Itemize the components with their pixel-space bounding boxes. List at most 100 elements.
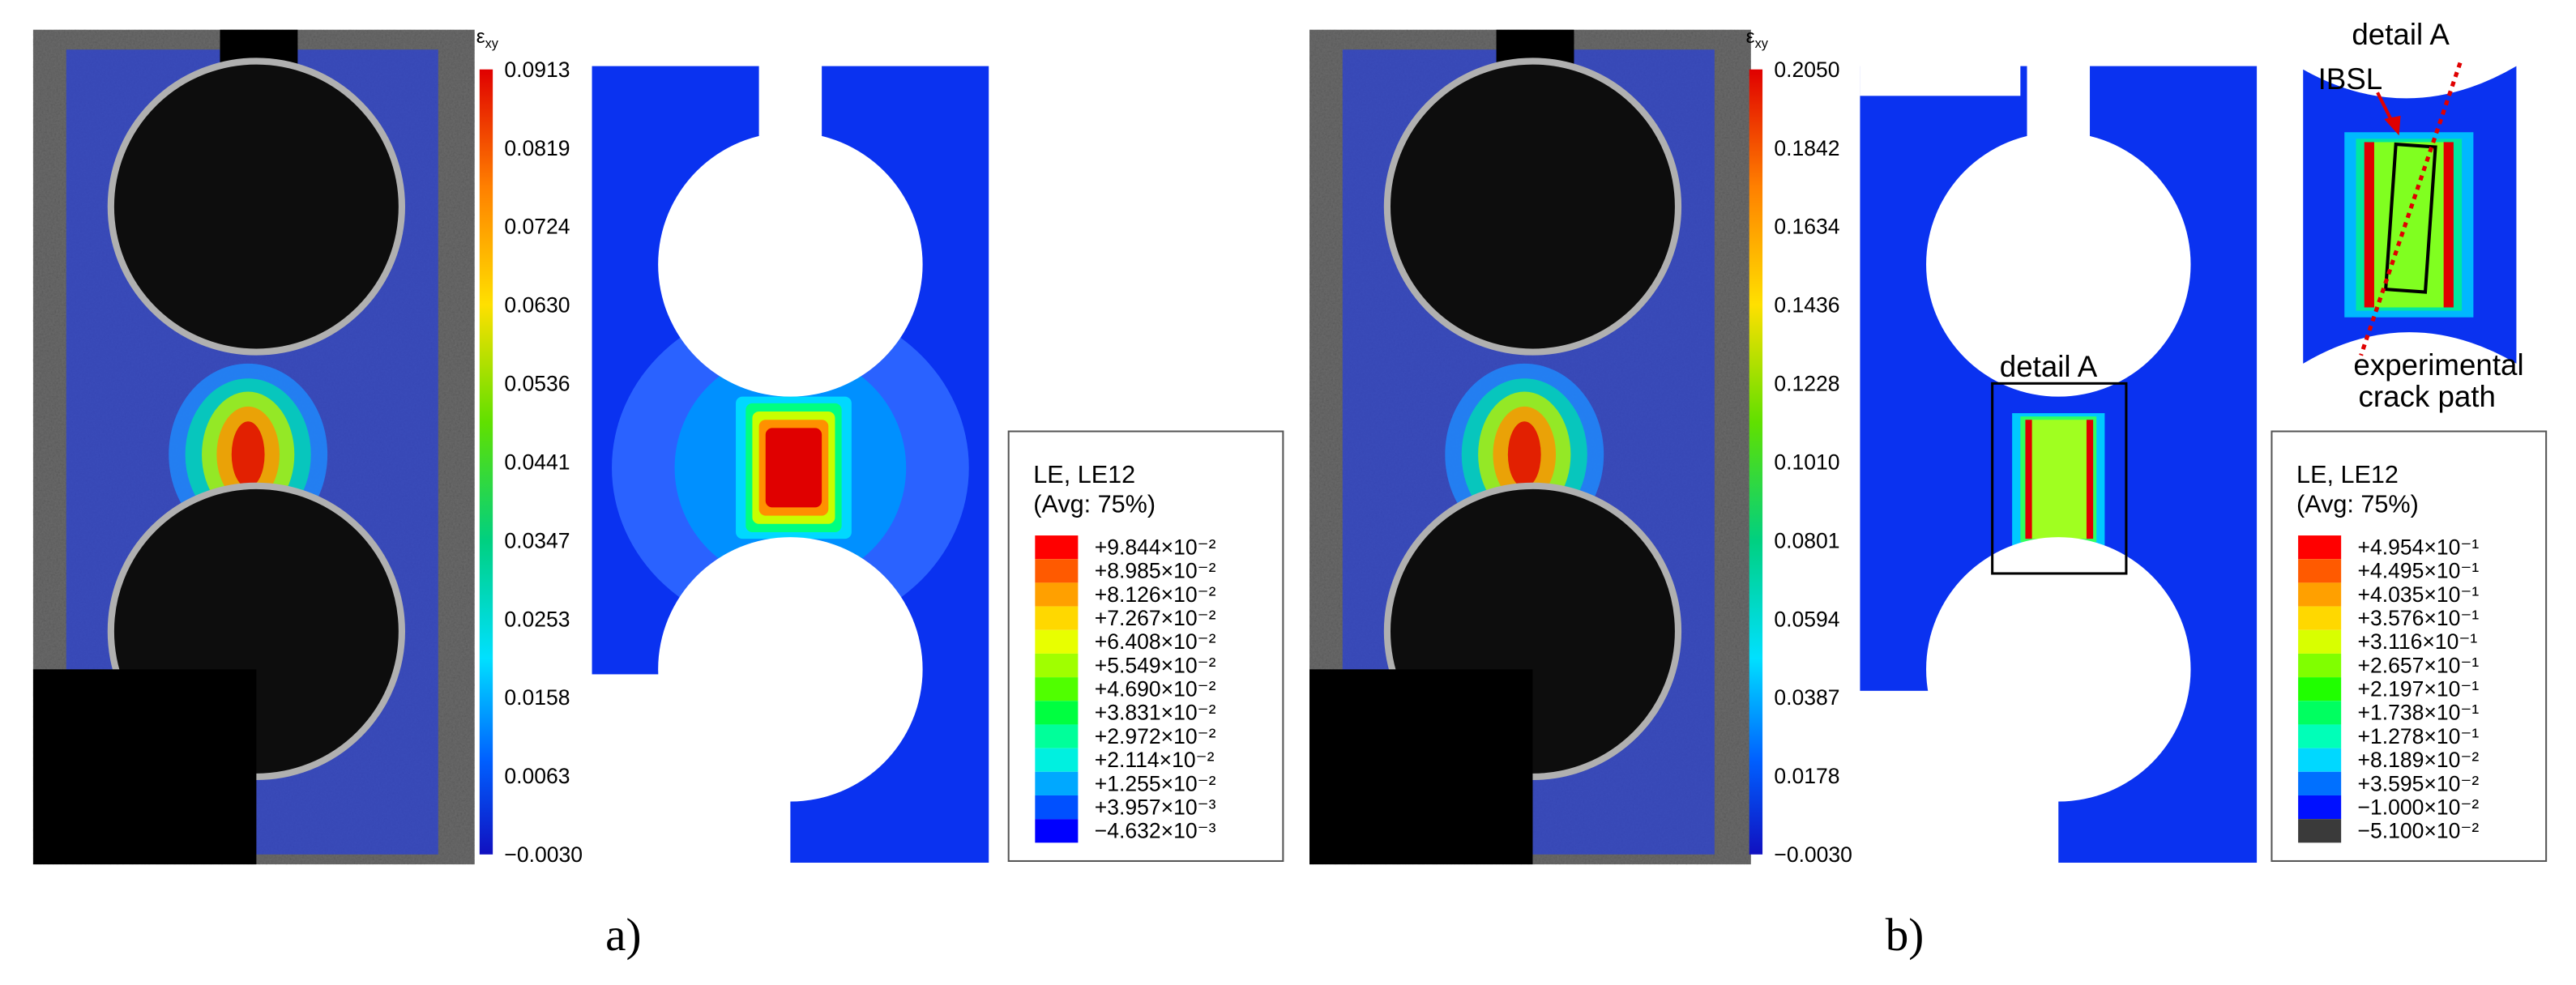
colorbar-tick-label: 0.0253 (504, 607, 570, 631)
fe-cut (1860, 62, 2021, 96)
colorbar-tick-label: 0.0801 (1774, 528, 1839, 552)
colorbar-tick-label: 0.0536 (504, 372, 570, 396)
legend-entry: +3.831×10⁻² (1095, 701, 1216, 725)
legend-swatch (2298, 653, 2342, 678)
legend-swatch (1035, 535, 1079, 560)
colorbar-tick-label: 0.1634 (1774, 215, 1839, 239)
legend-entry: +2.657×10⁻¹ (2358, 653, 2480, 677)
colorbar-tick-label: 0.0441 (504, 450, 570, 474)
colorbar-tick-label: 0.0178 (1774, 764, 1839, 788)
legend-swatch (2298, 819, 2342, 843)
legend-entry: +2.197×10⁻¹ (2358, 677, 2480, 701)
legend-subtitle: (Avg: 75%) (2296, 490, 2419, 518)
legend-entry: +3.576×10⁻¹ (2358, 606, 2480, 630)
colorbar (479, 69, 493, 855)
colorbar-tick-label: −0.0030 (504, 842, 583, 867)
fe-contour (765, 428, 822, 508)
legend-swatch (1035, 582, 1079, 607)
legend-swatch (2298, 724, 2342, 748)
colorbar-tick-label: 0.0063 (504, 764, 570, 788)
legend-entry: +8.189×10⁻² (2358, 748, 2480, 772)
legend-entry: −1.000×10⁻² (2358, 795, 2480, 819)
legend-entry: −5.100×10⁻² (2358, 819, 2480, 843)
legend-entry: +9.844×10⁻² (1095, 535, 1216, 560)
legend-swatch (2298, 629, 2342, 654)
colorbar-tick-label: 0.0387 (1774, 685, 1839, 710)
symbol: ε (476, 26, 485, 48)
colorbar-tick-label: 0.0913 (504, 58, 570, 82)
legend-swatch (1035, 653, 1079, 678)
legend-swatch (1035, 629, 1079, 654)
legend-entry: +3.595×10⁻² (2358, 771, 2480, 795)
legend-swatch (2298, 701, 2342, 725)
colorbar-tick-label: 0.2050 (1774, 58, 1839, 82)
panel-label: b) (1886, 910, 1925, 961)
colorbar-tick-label: 0.0630 (504, 293, 570, 318)
dic-contour (231, 421, 265, 488)
symbol-subscript: xy (485, 36, 499, 51)
symbol: ε (1746, 26, 1755, 48)
colorbar-tick-label: 0.0594 (1774, 607, 1839, 631)
panel: εxy0.09130.08190.07240.06300.05360.04410… (32, 26, 1284, 961)
colorbar-symbol: εxy (476, 26, 499, 51)
legend-swatch (2298, 771, 2342, 795)
legend-entry: +8.126×10⁻² (1095, 582, 1216, 607)
legend-swatch (2298, 535, 2342, 560)
legend-title: LE, LE12 (1033, 461, 1135, 488)
legend-entry: +5.549×10⁻² (1095, 653, 1216, 677)
colorbar-tick-label: 0.0724 (504, 215, 570, 239)
dic-grip (32, 669, 257, 865)
fe-cut (588, 674, 791, 867)
legend-entry: +8.985×10⁻² (1095, 559, 1216, 583)
legend-swatch (2298, 582, 2342, 607)
symbol-subscript: xy (1755, 36, 1769, 51)
colorbar (1749, 69, 1763, 855)
dic-grip (1309, 669, 1533, 865)
dic-hole (107, 58, 405, 356)
colorbar-tick-label: 0.1228 (1774, 372, 1839, 396)
legend-swatch (1035, 748, 1079, 772)
inset-contour (2367, 142, 2450, 308)
crack-path-label: experimental (2353, 348, 2523, 382)
legend-entry: +4.690×10⁻² (1095, 677, 1216, 701)
legend-swatch (2298, 559, 2342, 583)
fe-cut (1856, 690, 2059, 883)
legend-entry: +4.035×10⁻¹ (2358, 582, 2480, 607)
fe-contour (2086, 420, 2094, 539)
ibsl-label: IBSL (2318, 62, 2383, 96)
legend-swatch (2298, 795, 2342, 820)
legend-swatch (2298, 606, 2342, 630)
fe-contour (2028, 420, 2088, 539)
legend-entry: +1.738×10⁻¹ (2358, 701, 2480, 725)
legend-entry: −4.632×10⁻³ (1095, 819, 1216, 843)
detail-box (1991, 382, 2128, 575)
colorbar-tick-label: 0.1010 (1774, 450, 1839, 474)
fe-contour (2025, 420, 2032, 539)
colorbar-tick-label: −0.0030 (1774, 842, 1852, 867)
ibsl-arrowhead (2384, 115, 2401, 136)
fe-hole (1926, 132, 2191, 397)
inset-title: detail A (2352, 18, 2450, 51)
fe-hole (658, 132, 923, 397)
legend-title: LE, LE12 (2296, 461, 2399, 488)
legend-entry: +4.495×10⁻¹ (2358, 559, 2480, 583)
legend-entry: +4.954×10⁻¹ (2358, 535, 2480, 560)
legend-entry: +3.957×10⁻³ (1095, 795, 1216, 819)
legend-swatch (1035, 724, 1079, 748)
colorbar-symbol: εxy (1746, 26, 1769, 51)
inset-ibsl-box (2383, 142, 2437, 294)
inset-contour (2364, 142, 2374, 308)
crack-path-label: crack path (2359, 380, 2496, 413)
inset-contour (2443, 142, 2454, 308)
panel: εxy0.20500.18420.16340.14360.12280.10100… (1309, 18, 2548, 961)
legend-swatch (1035, 819, 1079, 843)
crack-path (2359, 62, 2463, 356)
legend-swatch (1035, 606, 1079, 630)
legend-entry: +2.114×10⁻² (1095, 748, 1215, 772)
legend-entry: +7.267×10⁻² (1095, 606, 1216, 630)
legend-swatch (1035, 771, 1079, 795)
colorbar-tick-label: 0.1842 (1774, 136, 1839, 160)
